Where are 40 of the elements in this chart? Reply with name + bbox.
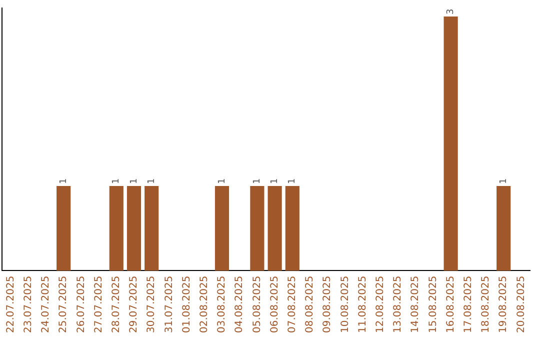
x-tick-label: 04.08.2025 (234, 276, 246, 334)
x-tick-label: 18.08.2025 (480, 276, 492, 334)
data-label: 1 (498, 178, 509, 184)
x-tick-label: 19.08.2025 (498, 276, 510, 334)
x-tick-label: 11.08.2025 (357, 276, 368, 334)
x-tick-label: 09.08.2025 (322, 276, 334, 334)
x-tick-label: 01.08.2025 (181, 276, 192, 334)
x-tick-label: 08.08.2025 (304, 276, 316, 334)
x-tick-label: 22.07.2025 (5, 276, 16, 334)
data-label: 1 (217, 178, 228, 184)
x-tick-label: 13.08.2025 (392, 276, 404, 334)
x-tick-label: 17.08.2025 (462, 276, 474, 334)
data-label: 1 (112, 178, 122, 184)
x-tick-label: 25.07.2025 (58, 276, 70, 334)
x-tick-label: 16.08.2025 (445, 276, 456, 334)
x-tick-label: 10.08.2025 (340, 276, 351, 334)
x-tick-label: 05.08.2025 (252, 276, 263, 334)
x-tick-label: 03.08.2025 (216, 276, 228, 334)
x-tick-label: 07.08.2025 (286, 276, 298, 334)
x-tick-label: 23.07.2025 (22, 276, 34, 334)
x-tick-label: 02.08.2025 (198, 276, 210, 334)
x-tick-label: 06.08.2025 (269, 276, 280, 334)
x-tick-label: 20.08.2025 (516, 276, 527, 334)
data-label: 1 (252, 178, 263, 184)
x-tick-label: 15.08.2025 (428, 276, 439, 334)
data-label: 1 (58, 178, 69, 184)
x-tick-label: 24.07.2025 (40, 276, 52, 334)
x-tick-label: 31.07.2025 (164, 276, 175, 334)
data-label: 1 (270, 178, 280, 184)
x-tick-label: 12.08.2025 (374, 276, 386, 334)
data-label: 3 (446, 8, 456, 14)
data-label: 1 (146, 178, 157, 184)
data-label: 1 (129, 178, 140, 184)
x-tick-label: 27.07.2025 (93, 276, 104, 334)
x-tick-label: 26.07.2025 (76, 276, 87, 334)
x-tick-label: 29.07.2025 (128, 276, 140, 334)
x-tick-label: 30.07.2025 (146, 276, 158, 334)
x-tick-label: 14.08.2025 (410, 276, 422, 334)
data-label: 1 (288, 178, 298, 184)
x-tick-label: 28.07.2025 (110, 276, 122, 334)
